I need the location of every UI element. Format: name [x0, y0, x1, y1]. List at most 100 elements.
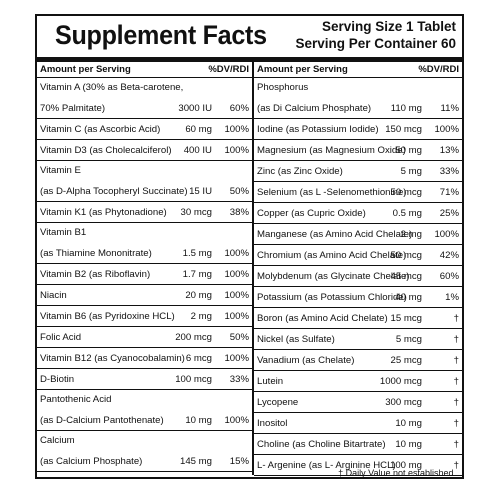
- nutrient-daily-value: †: [453, 313, 459, 324]
- nutrient-daily-value: 60%: [229, 103, 249, 114]
- nutrient-row: Inositol 10 mg †: [254, 413, 462, 434]
- nutrient-daily-value: 100%: [224, 124, 249, 135]
- nutrient-daily-value: 100%: [224, 290, 249, 301]
- nutrient-row: Vitamin B12 (as Cyanocobalamin) 6 mcg 100%: [37, 348, 252, 369]
- footnote: † Daily Value not established.: [338, 468, 456, 478]
- nutrient-daily-value: 11%: [440, 103, 460, 114]
- nutrient-row: Lycopene 300 mcg †: [254, 392, 462, 413]
- nutrient-amount: 200 mcg: [175, 332, 212, 343]
- nutrient-daily-value: 100%: [224, 145, 249, 156]
- nutrient-row: Selenium (as L -Selenomethionine) 50 mcg 7…: [254, 182, 462, 203]
- nutrient-daily-value: 50%: [229, 186, 249, 197]
- nutrient-amount: 300 mcg: [385, 397, 422, 408]
- nutrient-daily-value: 71%: [439, 187, 459, 198]
- nutrient-row: Vitamin D3 (as Cholecalciferol) 400 IU 100…: [37, 140, 252, 161]
- nutrient-daily-value: 42%: [439, 250, 459, 261]
- nutrient-name: Magnesium (as Magnesium Oxide): [257, 145, 406, 156]
- nutrient-amount: 25 mcg: [390, 355, 422, 366]
- nutrient-amount: 400 IU: [183, 145, 212, 156]
- nutrient-name: Lutein: [257, 376, 284, 387]
- nutrient-daily-value: 100%: [434, 229, 459, 240]
- nutrient-daily-value: 25%: [439, 208, 459, 219]
- nutrient-amount: 50 mcg: [390, 250, 422, 261]
- nutrient-amount: 45 mcg: [390, 271, 422, 282]
- nutrient-row: Phosphorus (as Di Calcium Phosphate) 110 m…: [254, 78, 462, 119]
- nutrient-row: Molybdenum (as Glycinate Chelate) 45 mcg 6…: [254, 266, 462, 287]
- nutrient-amount: 5 mg: [400, 166, 422, 177]
- nutrient-amount: 30 mcg: [180, 207, 212, 218]
- nutrient-amount: 10 mg: [185, 415, 212, 426]
- nutrient-row: Iodine (as Potassium Iodide) 150 mcg 100%: [254, 119, 462, 140]
- nutrient-name: Vitamin B2 (as Riboflavin): [40, 269, 151, 280]
- nutrient-amount: 6 mcg: [185, 353, 212, 364]
- nutrient-daily-value: 100%: [224, 353, 249, 364]
- nutrient-name: Inositol: [257, 418, 288, 429]
- nutrient-row: Vitamin E (as D-Alpha Tocopheryl Succinat…: [37, 161, 252, 202]
- nutrient-name: Vitamin E: [40, 165, 81, 176]
- nutrient-name: Folic Acid: [40, 332, 82, 343]
- nutrient-row: Lutein 1000 mcg †: [254, 371, 462, 392]
- nutrient-row: Folic Acid 200 mcg 50%: [37, 327, 252, 348]
- nutrient-name: Potassium (as Potassium Chloride): [257, 292, 407, 303]
- nutrient-amount: 20 mg: [185, 290, 212, 301]
- nutrient-amount: 15 mcg: [390, 313, 422, 324]
- nutrient-name: Vitamin K1 (as Phytonadione): [40, 207, 167, 218]
- nutrient-amount: 50 mcg: [390, 187, 422, 198]
- nutrient-name: Vitamin B1: [40, 227, 87, 238]
- nutrient-name: Vitamin D3 (as Cholecalciferol): [40, 145, 172, 156]
- nutrient-name: Lycopene: [257, 397, 299, 408]
- nutrient-name: Chromium (as Amino Acid Chelate): [257, 250, 407, 261]
- nutrient-daily-value: 50%: [229, 332, 249, 343]
- column-divider: [252, 62, 254, 475]
- nutrient-name: Vitamin B12 (as Cyanocobalamin): [40, 353, 185, 364]
- nutrient-daily-value: 100%: [224, 248, 249, 259]
- nutrient-row: Chromium (as Amino Acid Chelate) 50 mcg 42…: [254, 245, 462, 266]
- nutrient-row: Manganese (as Amino Acid Chelate) 2 mg 100…: [254, 224, 462, 245]
- nutrient-amount: 40 mg: [395, 292, 422, 303]
- nutrient-name: Vitamin C (as Ascorbic Acid): [40, 124, 161, 135]
- nutrient-name: Iodine (as Potassium Iodide): [257, 124, 379, 135]
- amount-per-serving-header: Amount per Serving: [257, 64, 348, 75]
- nutrient-amount: 0.5 mg: [392, 208, 422, 219]
- nutrient-amount: 10 mg: [395, 439, 422, 450]
- nutrient-source: 70% Palmitate): [40, 103, 106, 114]
- nutrient-amount: 3000 IU: [178, 103, 212, 114]
- nutrient-name: Pantothenic Acid: [40, 394, 112, 405]
- nutrient-row: Pantothenic Acid (as D-Calcium Pantothena…: [37, 390, 252, 431]
- supplement-facts-panel: Supplement Facts Serving Size 1 Tablet S…: [35, 14, 464, 479]
- nutrient-row: Vanadium (as Chelate) 25 mcg †: [254, 350, 462, 371]
- nutrient-amount: 110 mg: [390, 103, 422, 114]
- nutrient-daily-value: 33%: [229, 374, 249, 385]
- left-nutrient-rows: Vitamin A (30% as Beta-carotene, 70% Palm…: [37, 78, 252, 472]
- nutrient-daily-value: 1%: [445, 292, 459, 303]
- left-column-header: Amount per Serving %DV/RDI: [37, 62, 252, 78]
- nutrient-amount: 145 mg: [180, 456, 212, 467]
- nutrient-daily-value: 100%: [224, 269, 249, 280]
- nutrient-amount: 50 mg: [395, 145, 422, 156]
- nutrient-amount: 2 mg: [400, 229, 422, 240]
- nutrient-row: Vitamin B6 (as Pyridoxine HCL) 2 mg 100%: [37, 306, 252, 327]
- panel-header: Supplement Facts Serving Size 1 Tablet S…: [37, 16, 462, 56]
- right-column-header: Amount per Serving %DV/RDI: [254, 62, 462, 78]
- nutrient-source: (as Thiamine Mononitrate): [40, 248, 152, 259]
- dv-header: %DV/RDI: [418, 64, 459, 75]
- thick-divider: [37, 57, 462, 62]
- nutrient-amount: 100 mcg: [175, 374, 212, 385]
- nutrient-daily-value: †: [453, 439, 459, 450]
- nutrient-name: D-Biotin: [40, 374, 75, 385]
- nutrient-name: Vanadium (as Chelate): [257, 355, 355, 366]
- nutrient-amount: 1000 mcg: [379, 376, 422, 387]
- nutrient-row: L- Argenine (as L- Arginine HCL) 100 mg †: [254, 455, 462, 476]
- nutrient-daily-value: †: [453, 334, 459, 345]
- amount-per-serving-header: Amount per Serving: [40, 64, 131, 75]
- nutrient-row: Niacin 20 mg 100%: [37, 285, 252, 306]
- nutrient-row: Vitamin A (30% as Beta-carotene, 70% Palm…: [37, 78, 252, 119]
- nutrient-row: Boron (as Amino Acid Chelate) 15 mcg †: [254, 308, 462, 329]
- nutrient-source: (as Calcium Phosphate): [40, 456, 143, 467]
- nutrient-amount: 100 mg: [390, 460, 422, 471]
- nutrient-amount: 15 IU: [189, 186, 212, 197]
- nutrient-row: Magnesium (as Magnesium Oxide) 50 mg 13%: [254, 140, 462, 161]
- dv-header: %DV/RDI: [208, 64, 249, 75]
- nutrient-row: Vitamin C (as Ascorbic Acid) 60 mg 100%: [37, 119, 252, 140]
- nutrient-name: Manganese (as Amino Acid Chelate): [257, 229, 413, 240]
